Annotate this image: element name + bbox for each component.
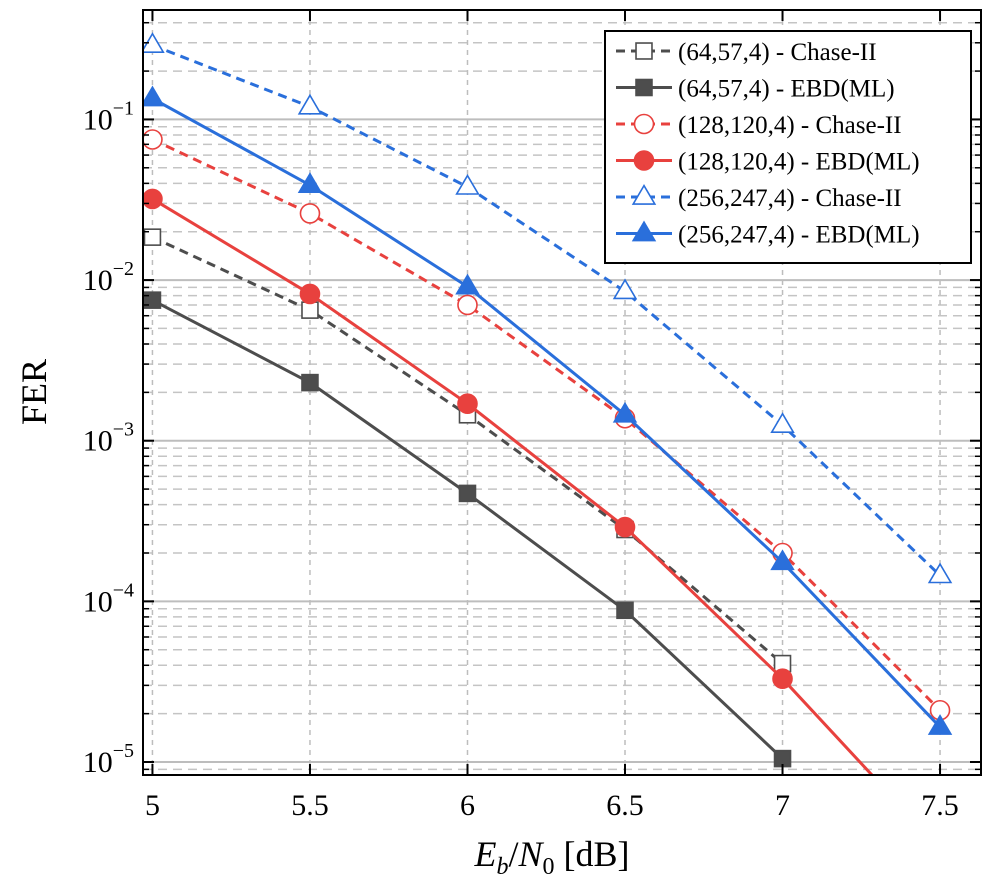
y-tick-label: 10−1 [83, 97, 134, 136]
x-tick-label: 7.5 [921, 789, 959, 822]
legend-marker [631, 220, 657, 242]
legend-label: (256,247,4) - EBD(ML) [678, 222, 920, 249]
y-tick-label: 10−4 [83, 579, 134, 618]
series-layer [143, 32, 953, 858]
legend-entry: (64,57,4) - EBD(ML) [616, 76, 895, 103]
data-point [770, 549, 795, 571]
series-4 [143, 188, 950, 858]
legend-box [604, 30, 972, 264]
y-axis-title: FER [14, 359, 54, 425]
data-point [299, 283, 321, 305]
data-point [143, 188, 163, 210]
series-line [151, 138, 942, 712]
legend-label: (128,120,4) - Chase-II [678, 112, 902, 139]
y-tick-label: 10−3 [83, 419, 134, 458]
series-5 [143, 32, 953, 584]
y-tick-label: 10−5 [83, 740, 134, 779]
legend-entry: (128,120,4) - EBD(ML) [616, 149, 920, 176]
data-point [301, 301, 319, 319]
data-point [614, 516, 636, 538]
y-tick-label: 10−2 [83, 258, 134, 297]
series-line [151, 97, 942, 729]
legend-entry: (256,247,4) - Chase-II [616, 184, 902, 212]
legend-label: (128,120,4) - EBD(ML) [678, 149, 920, 176]
legend-entry: (128,120,4) - Chase-II [616, 112, 902, 139]
x-tick-label: 6.5 [606, 789, 644, 822]
data-point [143, 129, 163, 150]
legend-marker [635, 78, 653, 97]
x-tick-label: 6 [460, 789, 475, 822]
legend-entry: (256,247,4) - EBD(ML) [616, 220, 920, 249]
data-point [455, 173, 480, 195]
x-tick-label: 7 [775, 789, 790, 822]
legend-marker [635, 42, 653, 60]
axis-ticks: 10−1 10−2 10−3 10−4 10−5 5 5.5 6 6.5 7 7.5 [83, 10, 981, 822]
x-tick-label: 5 [145, 789, 160, 822]
data-point [770, 412, 795, 434]
data-point [458, 484, 477, 503]
legend-label: (64,57,4) - EBD(ML) [678, 76, 895, 103]
legend-label: (64,57,4) - Chase-II [678, 39, 877, 66]
data-point [931, 839, 950, 858]
data-point [457, 393, 478, 414]
data-point [612, 278, 638, 300]
series-6 [143, 85, 953, 735]
data-point [297, 93, 323, 115]
x-tick-label: 5.5 [291, 789, 329, 822]
data-point [143, 228, 162, 246]
legend-marker [633, 150, 655, 171]
data-point [297, 172, 323, 193]
x-axis-title: Eb/N0 [dB] [473, 834, 629, 880]
series-2 [143, 291, 792, 768]
data-point [612, 401, 638, 423]
legend-label: (256,247,4) - Chase-II [678, 185, 902, 212]
series-line [151, 43, 942, 577]
data-point [772, 668, 793, 690]
legend-marker [633, 113, 655, 135]
data-point [455, 273, 480, 295]
data-point [616, 601, 634, 620]
data-point [301, 373, 319, 392]
legend: (64,57,4) - Chase-II (64,57,4) - EBD(ML) (… [604, 30, 972, 264]
data-point [927, 562, 953, 584]
series-line [151, 197, 874, 775]
legend-entry: (64,57,4) - Chase-II [616, 39, 877, 66]
data-point [457, 294, 478, 316]
data-point [143, 85, 165, 107]
data-point [299, 203, 321, 224]
legend-marker [631, 184, 657, 205]
data-point [927, 714, 953, 735]
data-point [143, 291, 162, 309]
